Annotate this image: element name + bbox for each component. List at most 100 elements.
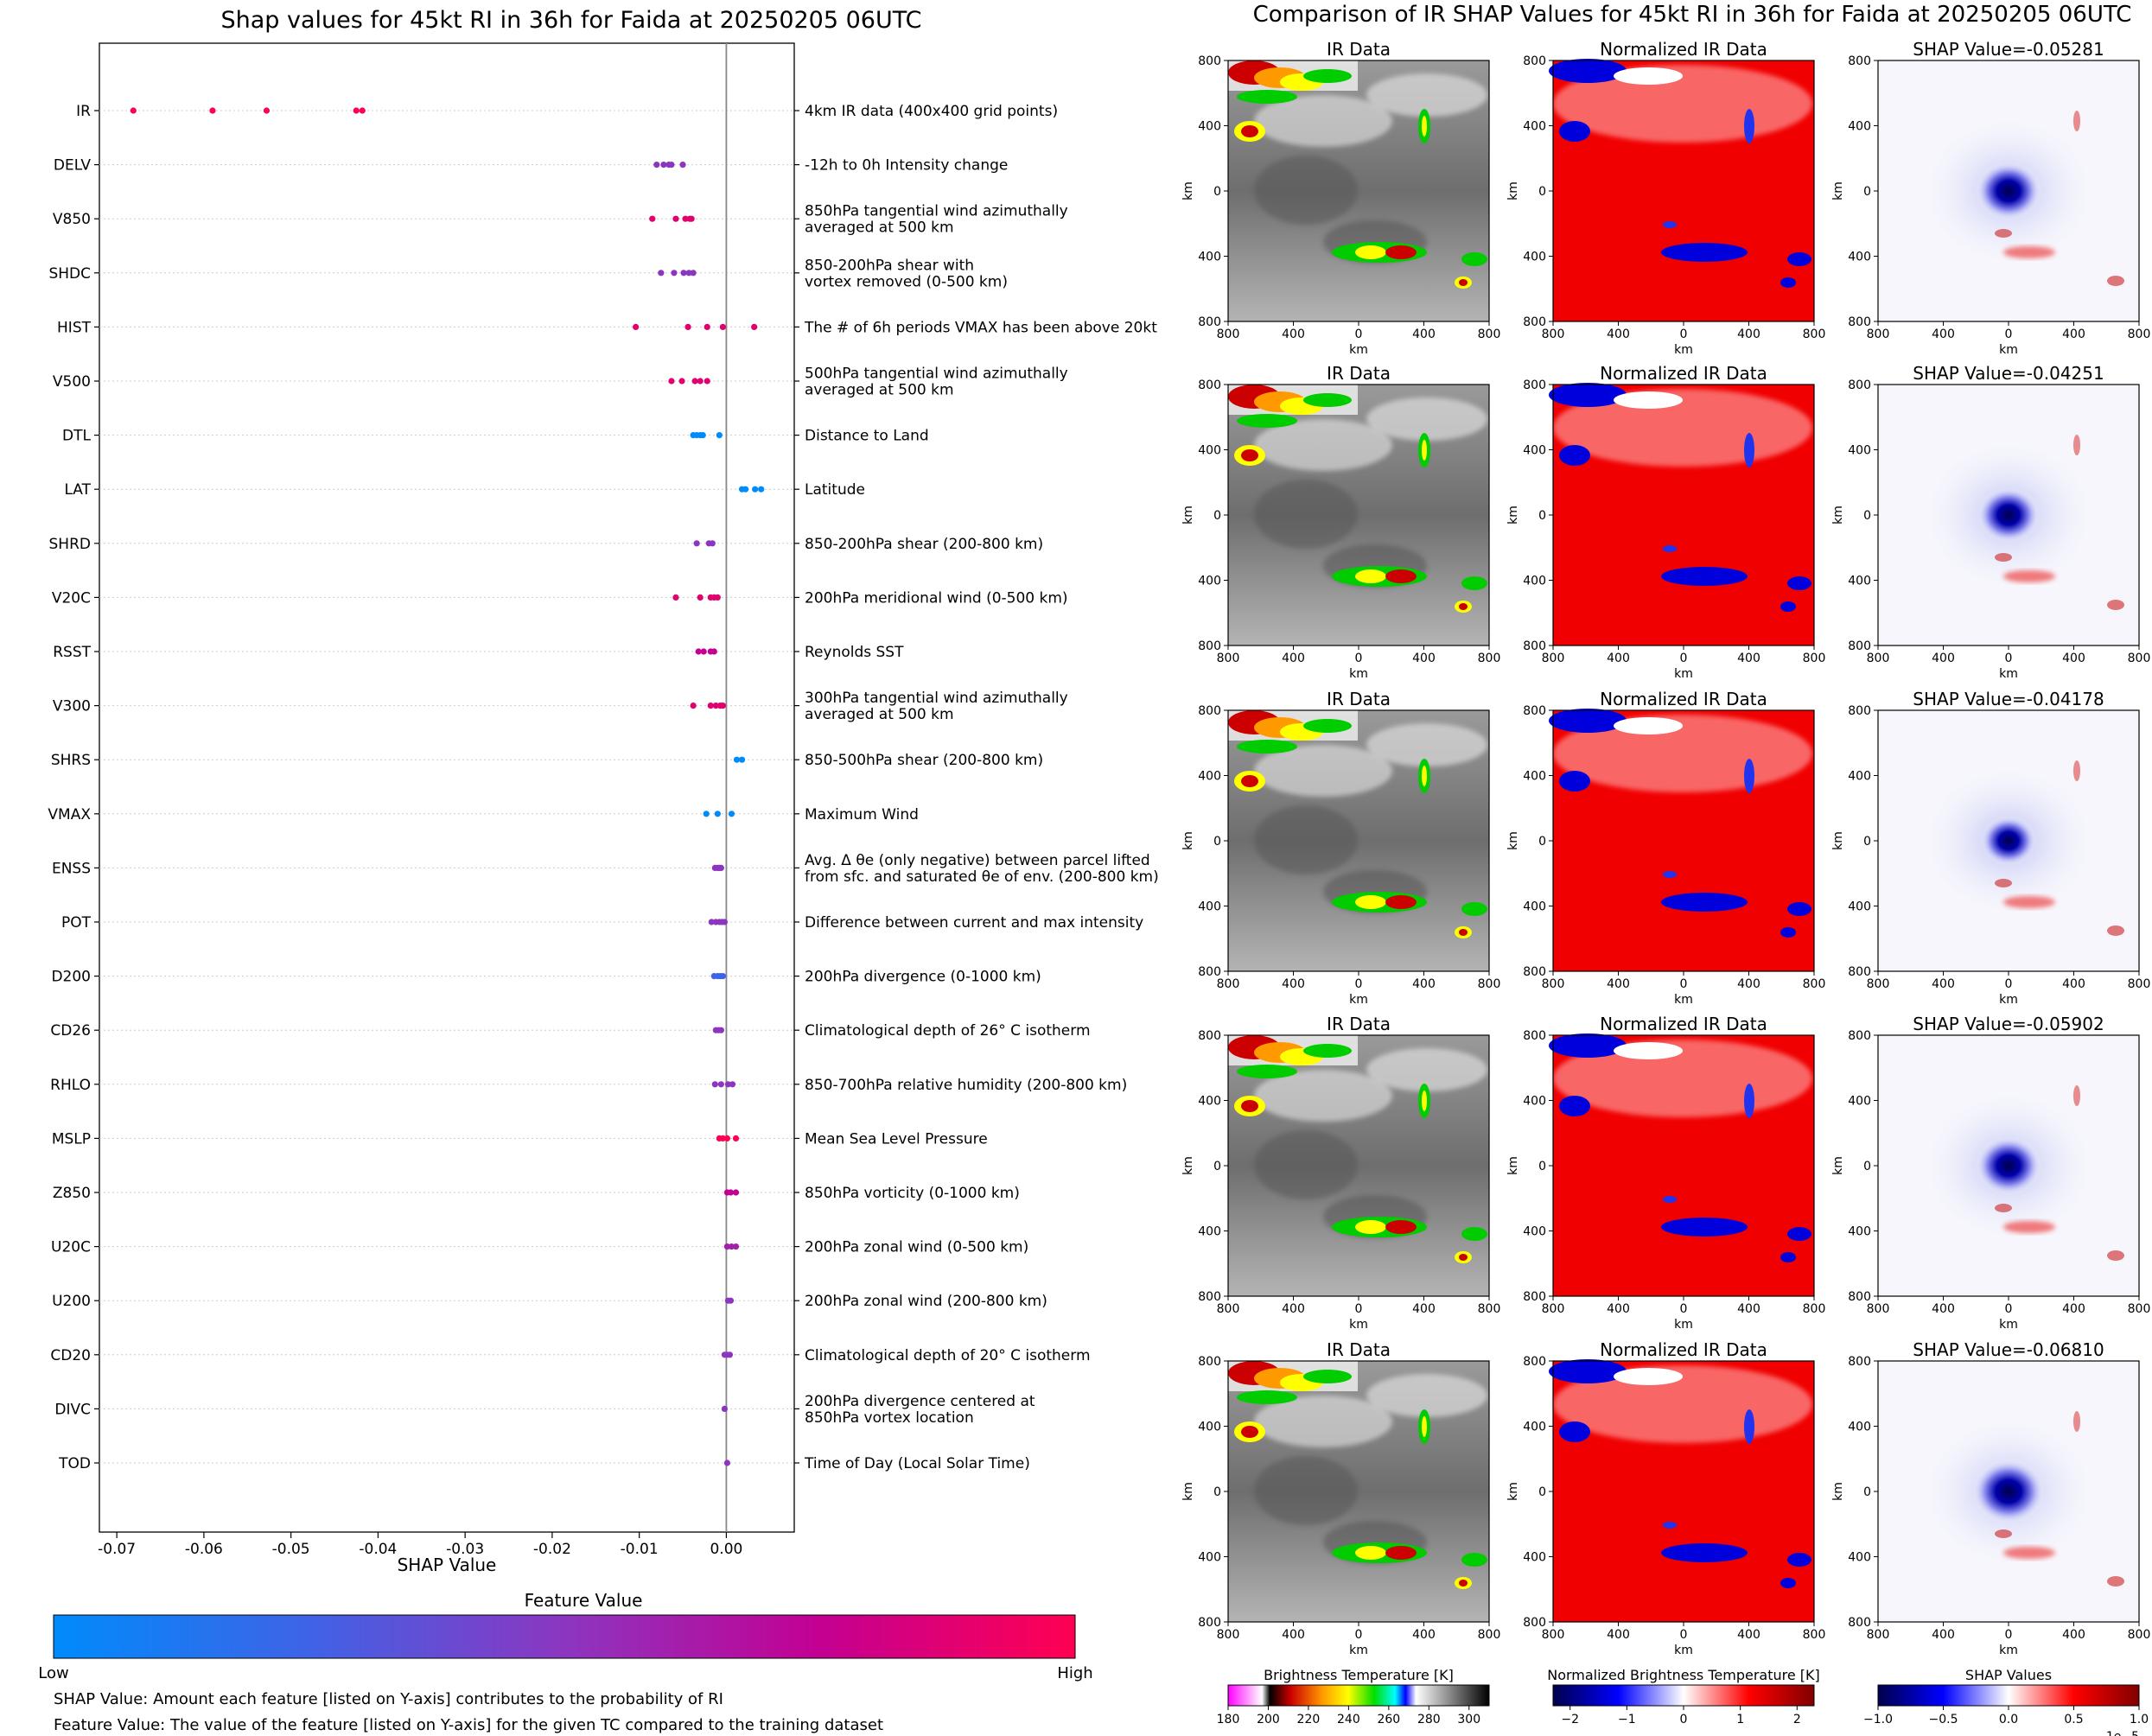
x-tick-label: 800	[1542, 327, 1565, 341]
y-tick-label: 400	[1848, 900, 1871, 914]
positive-shap-region	[1995, 879, 2012, 887]
x-tick-label: 0	[1355, 652, 1363, 665]
neutral-region	[1614, 67, 1683, 85]
convection-band	[1385, 1220, 1417, 1234]
feature-description-dtl: Distance to Land	[805, 428, 929, 445]
y-axis-label: km	[1506, 1156, 1520, 1175]
x-tick-label: 400	[1412, 327, 1436, 341]
y-tick-label: 800	[1198, 1616, 1221, 1630]
panel-title: SHAP Value=-0.05281	[1913, 39, 2104, 60]
y-tick-label: 0	[1538, 1485, 1546, 1499]
x-tick-label: 400	[1412, 1302, 1436, 1316]
positive-shap-region	[2107, 276, 2124, 286]
x-tick-label: 400	[1932, 977, 1955, 991]
x-tick-label: 400	[1737, 1302, 1760, 1316]
x-tick-label: 800	[2128, 1302, 2151, 1316]
x-tick-label: 800	[1217, 1628, 1240, 1642]
feature-label-shdc: SHDC	[48, 265, 91, 283]
x-tick-label: 400	[1737, 1628, 1760, 1642]
y-tick-label: 800	[1848, 1355, 1871, 1369]
feature-description-shdc: vortex removed (0-500 km)	[805, 273, 1008, 290]
x-tick-label: 800	[2128, 327, 2151, 341]
shap-point-ir	[209, 107, 216, 114]
feature-label-v500: V500	[53, 373, 91, 391]
shap-point-ir	[353, 107, 360, 114]
y-tick-label: 800	[1198, 378, 1221, 392]
shap-point-vmax	[728, 811, 735, 817]
x-tick-label: 400	[1607, 652, 1630, 665]
shap-vortex	[1976, 1136, 2041, 1195]
convection-core	[1237, 1065, 1297, 1078]
x-tick-label: 0	[1355, 977, 1363, 991]
y-tick-label: 400	[1848, 770, 1871, 784]
shap-vortex	[1972, 1459, 2045, 1524]
shap-point-shrd	[693, 540, 700, 547]
x-tick-label: -0.03	[446, 1541, 484, 1558]
colorbar-gradient	[1877, 1684, 2140, 1707]
shap-point-cd20	[726, 1351, 734, 1358]
colorbar-tick-label: 220	[1297, 1713, 1321, 1726]
colorbar-tick-label: −0.5	[1929, 1713, 1958, 1726]
panel-title: Normalized IR Data	[1600, 1014, 1767, 1034]
x-tick-label: 0	[1680, 327, 1688, 341]
neutral-region	[1614, 717, 1683, 734]
cold-cell	[1780, 1578, 1796, 1588]
cold-region	[1549, 1033, 1627, 1058]
shap-point-v20c	[697, 594, 704, 601]
panel-title: Normalized IR Data	[1600, 689, 1767, 709]
feature-label-dtl: DTL	[62, 428, 91, 445]
cold-cell	[1559, 121, 1590, 142]
y-tick-label: 800	[1523, 1029, 1546, 1043]
x-tick-label: 800	[1867, 1628, 1890, 1642]
colorbar-tick-label: 300	[1457, 1713, 1480, 1726]
y-axis-label: km	[1831, 506, 1845, 525]
cold-cell	[1744, 109, 1754, 143]
cold-band	[1661, 567, 1748, 586]
y-tick-label: 800	[1848, 378, 1871, 392]
y-tick-label: 800	[1848, 639, 1871, 653]
x-tick-label: 0	[1680, 1302, 1688, 1316]
y-tick-label: 400	[1523, 1551, 1546, 1565]
bright-cloud	[1254, 419, 1392, 471]
bright-cloud	[1254, 95, 1392, 147]
x-axis-label: km	[1999, 993, 2018, 1007]
x-tick-label: 0	[2005, 327, 2013, 341]
feature-label-mslp: MSLP	[52, 1130, 91, 1148]
x-axis-label: km	[1349, 667, 1368, 681]
feature-description-v500: 500hPa tangential wind azimuthally	[805, 366, 1068, 383]
feature-value-colorbar	[53, 1614, 1076, 1659]
colorbar-tick-label: 1.0	[2130, 1713, 2149, 1726]
x-axis-label: SHAP Value	[398, 1555, 497, 1575]
colorbar-label: Brightness Temperature [K]	[1264, 1667, 1454, 1683]
x-tick-label: 800	[1803, 977, 1826, 991]
x-tick-label: 400	[2062, 327, 2085, 341]
shap-point-hist	[684, 323, 691, 330]
x-tick-label: 400	[1737, 977, 1760, 991]
positive-shap-region	[1995, 553, 2012, 562]
x-tick-label: 400	[1607, 1628, 1630, 1642]
x-axis-label: km	[1674, 667, 1693, 681]
feature-label-u20c: U20C	[51, 1239, 91, 1256]
shap-point-lat	[758, 486, 765, 493]
cold-band	[1661, 243, 1748, 262]
x-tick-label: 800	[1478, 1628, 1501, 1642]
y-tick-label: 800	[1198, 54, 1221, 68]
x-tick-label: 400	[1282, 327, 1305, 341]
y-tick-label: 400	[1523, 120, 1546, 134]
convection-cell	[1422, 440, 1427, 461]
shap-point-rhlo	[729, 1081, 736, 1088]
shap-point-dtl	[699, 432, 706, 439]
shap-value-panel: SHAP Value=-0.05902800800400400004004008…	[1831, 1014, 2150, 1332]
convection-core	[1303, 1044, 1352, 1058]
shap-point-shdc	[658, 270, 665, 277]
feature-description-v850: 850hPa tangential wind azimuthally	[805, 203, 1068, 220]
y-tick-label: 800	[1523, 378, 1546, 392]
shap-point-v500	[691, 378, 698, 385]
feature-description-shrd: 850-200hPa shear (200-800 km)	[805, 536, 1043, 553]
convection-cell	[1422, 1091, 1427, 1111]
convection-band	[1355, 895, 1386, 909]
y-tick-label: 400	[1198, 251, 1221, 264]
shap-point-lat	[742, 486, 749, 493]
